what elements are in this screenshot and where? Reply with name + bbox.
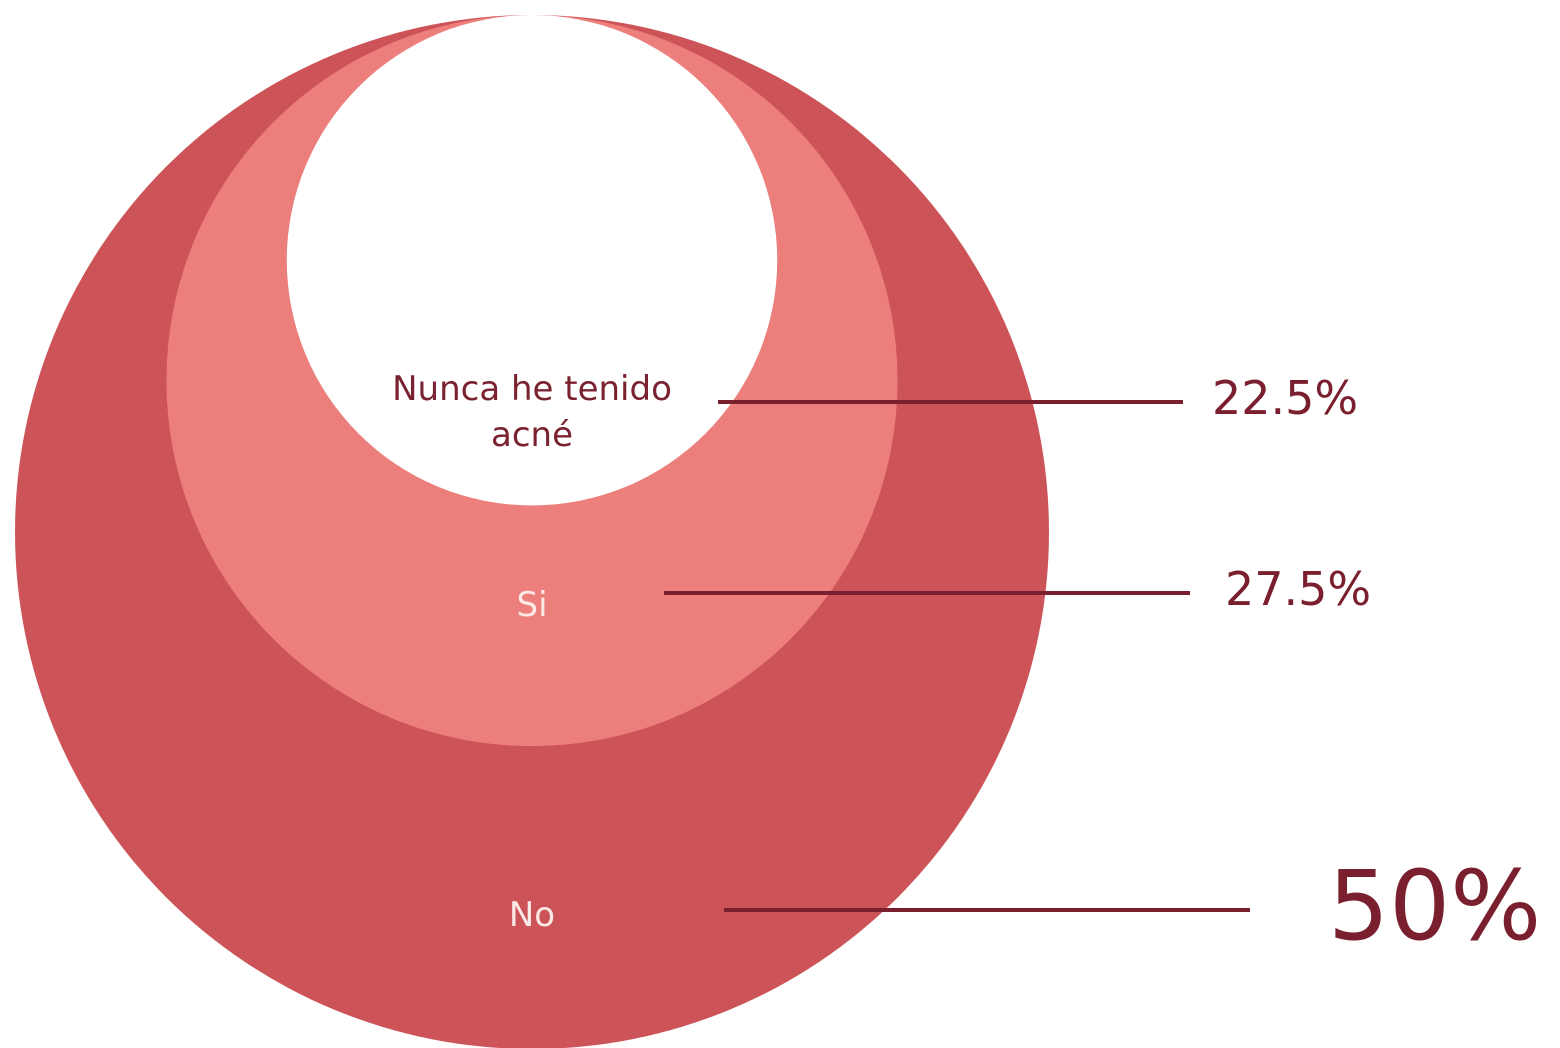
- value-label: 27.5%: [1225, 562, 1372, 616]
- category-label: Si: [516, 585, 548, 625]
- circle: [286, 14, 778, 506]
- value-label: 22.5%: [1212, 371, 1359, 425]
- value-label: 50%: [1328, 850, 1542, 962]
- category-label: No: [508, 895, 556, 935]
- category-label: Nunca he tenido acné: [392, 369, 672, 455]
